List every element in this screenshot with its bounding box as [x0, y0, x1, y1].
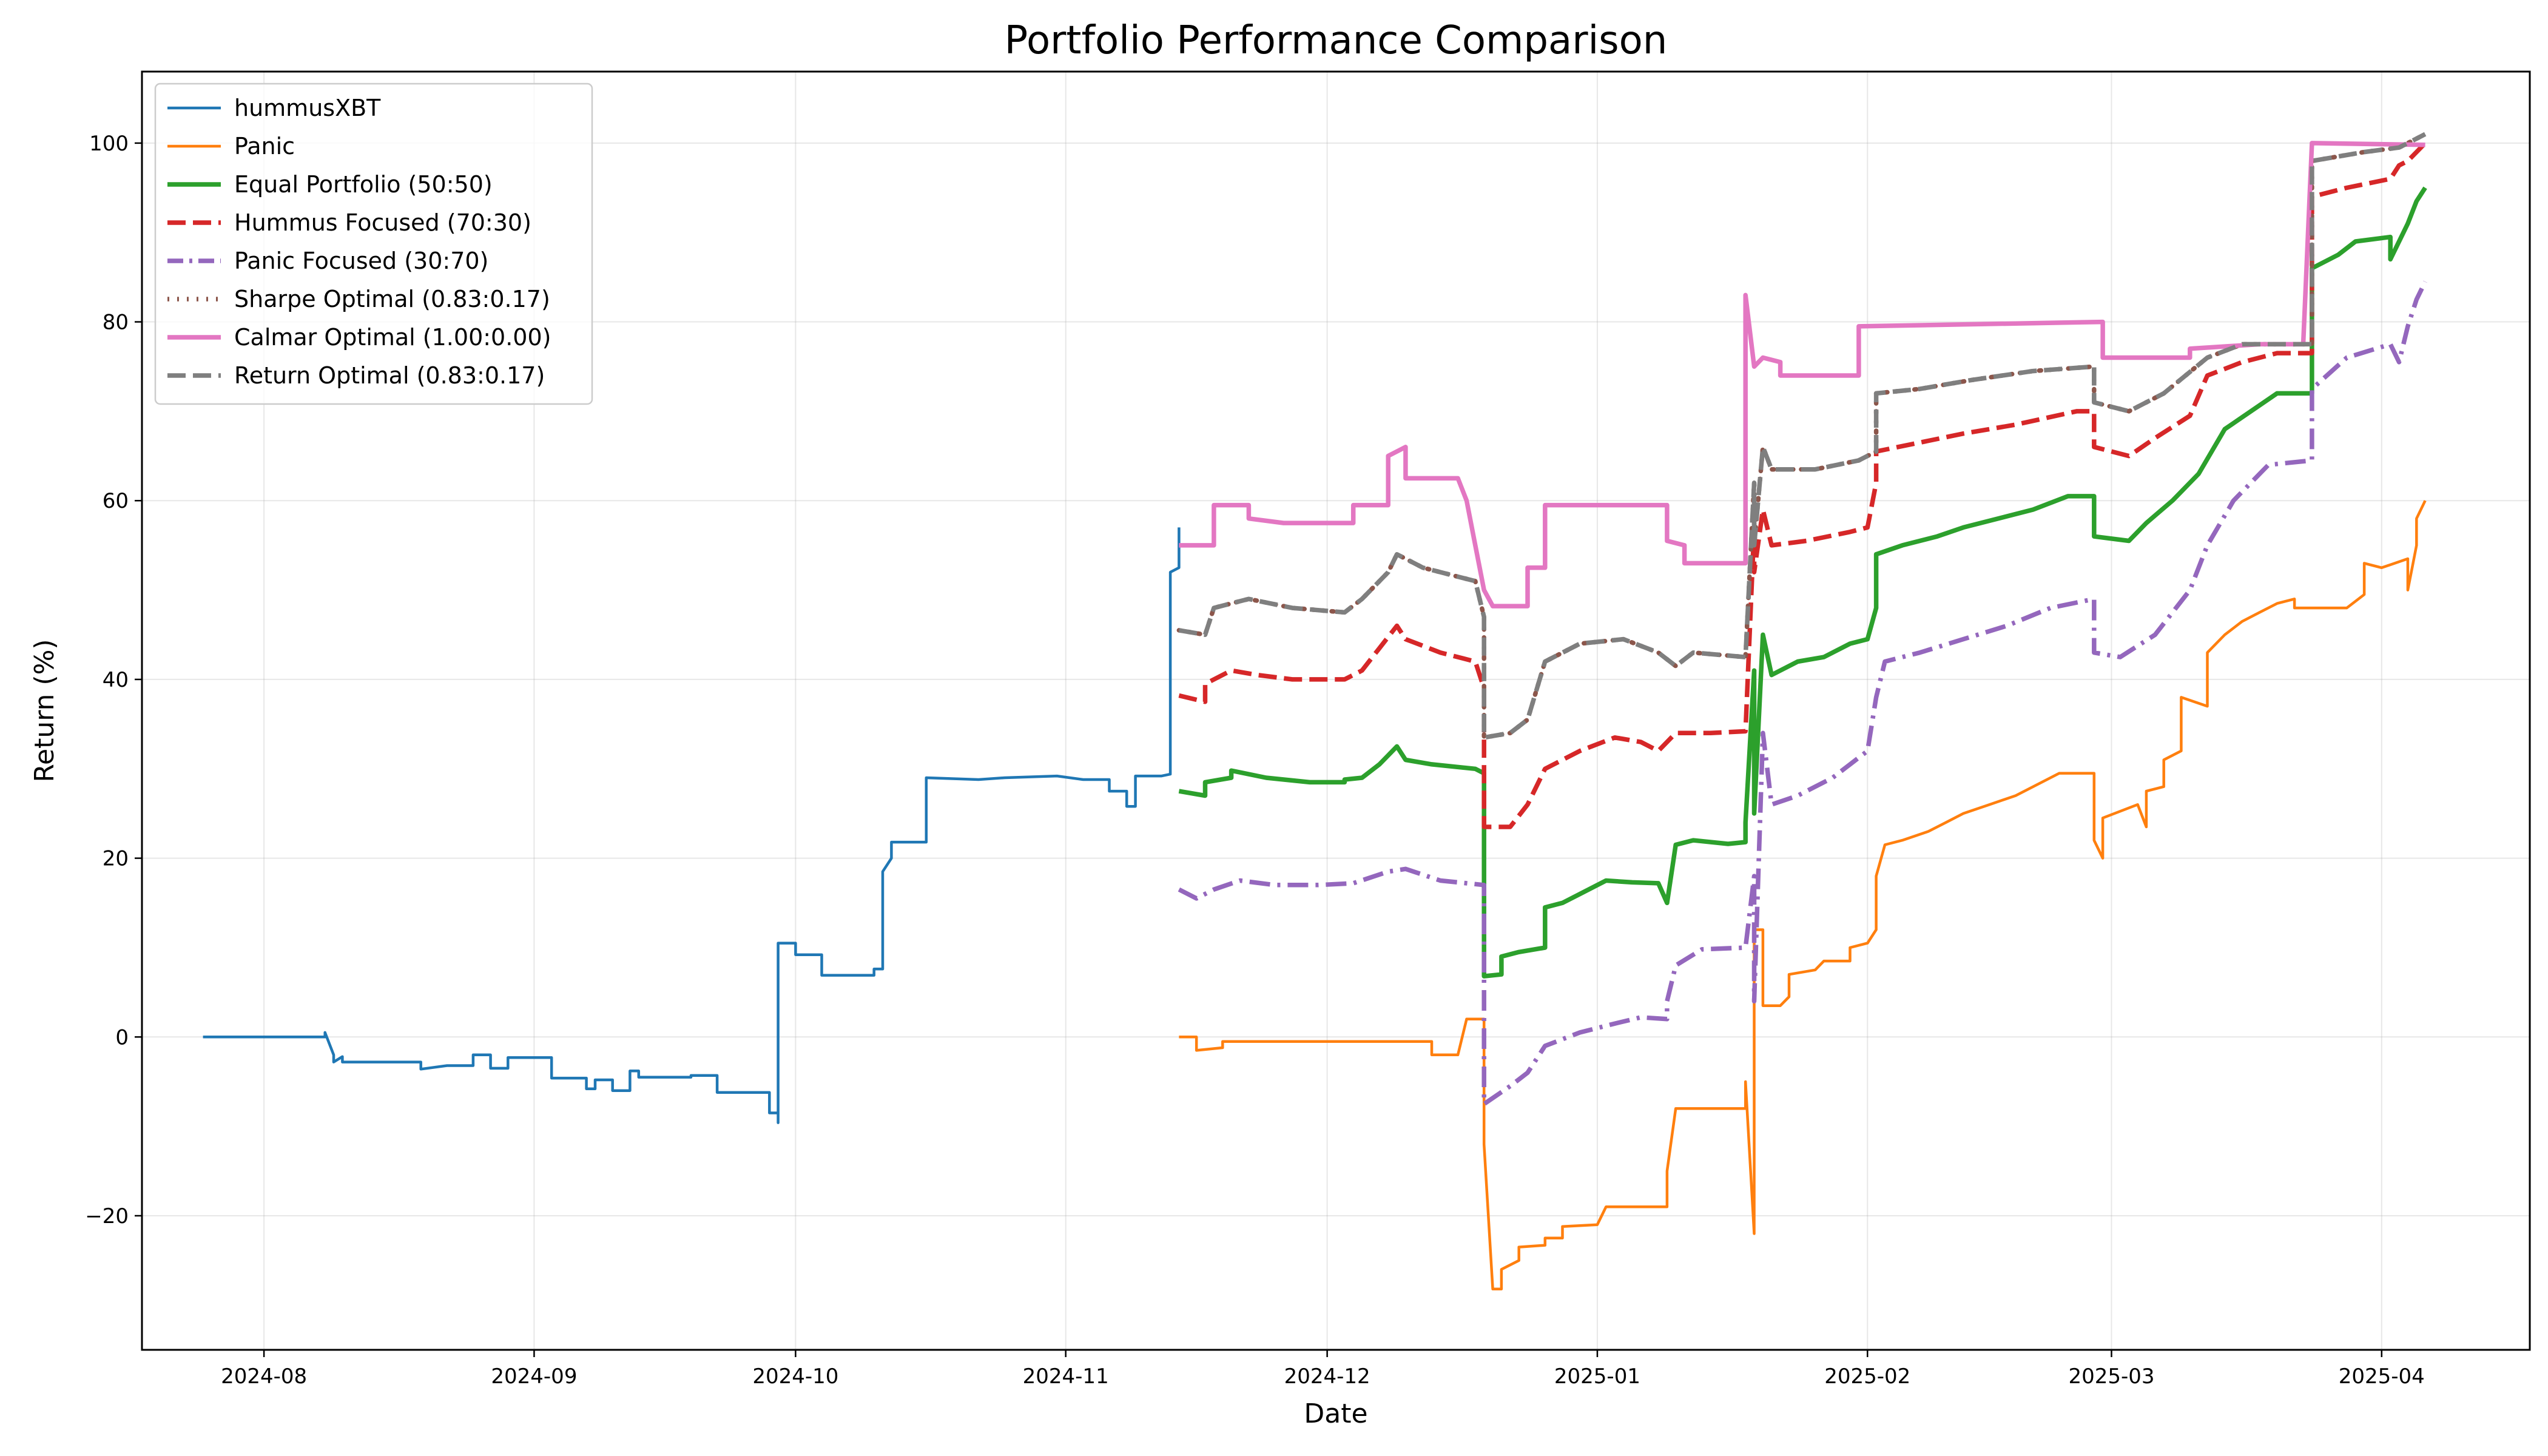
x-tick-label: 2024-10: [752, 1364, 838, 1389]
legend-label: Return Optimal (0.83:0.17): [234, 362, 545, 389]
legend-label: Panic: [234, 133, 295, 160]
grid-layer: [142, 72, 2530, 1350]
series-line-panic: [1179, 500, 2427, 1291]
y-tick-label: 100: [89, 132, 129, 156]
x-tick-label: 2024-09: [491, 1364, 577, 1389]
x-tick-label: 2024-12: [1284, 1364, 1370, 1389]
x-tick-label: 2025-04: [2339, 1364, 2425, 1389]
plot-area-frame: [141, 70, 2531, 1351]
series-line-hummusxbt: [203, 527, 1181, 1124]
y-tick-label: 20: [103, 847, 129, 871]
x-tick-label: 2025-01: [1554, 1364, 1640, 1389]
legend-frame: [154, 83, 593, 405]
y-axis-label: Return (%): [29, 639, 60, 782]
chart-title: Portfolio Performance Comparison: [1005, 18, 1668, 63]
y-tick-label: 60: [103, 489, 129, 513]
x-tick-label: 2025-02: [1824, 1364, 1910, 1389]
legend: hummusXBT Panic Equal Portfolio (50:50) Hum…: [154, 83, 593, 405]
y-tick-label: 80: [103, 311, 129, 335]
series-line-calmar-optimal-1-00-0-00: [1179, 141, 2425, 608]
y-tick-label: −20: [85, 1204, 129, 1228]
series-layer: [203, 132, 2428, 1291]
series-line-hummus-focused-70-30: [1178, 141, 2427, 829]
x-axis-label: Date: [1304, 1398, 1367, 1429]
legend-label: hummusXBT: [234, 95, 381, 121]
tick-layer: 2024-08 2024-09 2024-10 2024-11 2024-12 2025-…: [85, 132, 2425, 1389]
series-line-equal-portfolio-50-50: [1178, 186, 2427, 979]
series-line-panic-focused-30-70: [1178, 280, 2427, 1107]
series-line-return-optimal-0-83-0-17: [1178, 132, 2427, 740]
x-tick-label: 2024-08: [221, 1364, 307, 1389]
y-tick-label: 40: [103, 668, 129, 692]
legend-label: Equal Portfolio (50:50): [234, 171, 493, 198]
y-tick-label: 0: [115, 1025, 129, 1050]
x-tick-label: 2024-11: [1023, 1364, 1109, 1389]
x-tick-label: 2025-03: [2068, 1364, 2154, 1389]
legend-label: Calmar Optimal (1.00:0.00): [234, 324, 551, 351]
legend-label: Panic Focused (30:70): [234, 248, 488, 274]
legend-label: Hummus Focused (70:30): [234, 209, 531, 236]
legend-label: Sharpe Optimal (0.83:0.17): [234, 286, 550, 312]
